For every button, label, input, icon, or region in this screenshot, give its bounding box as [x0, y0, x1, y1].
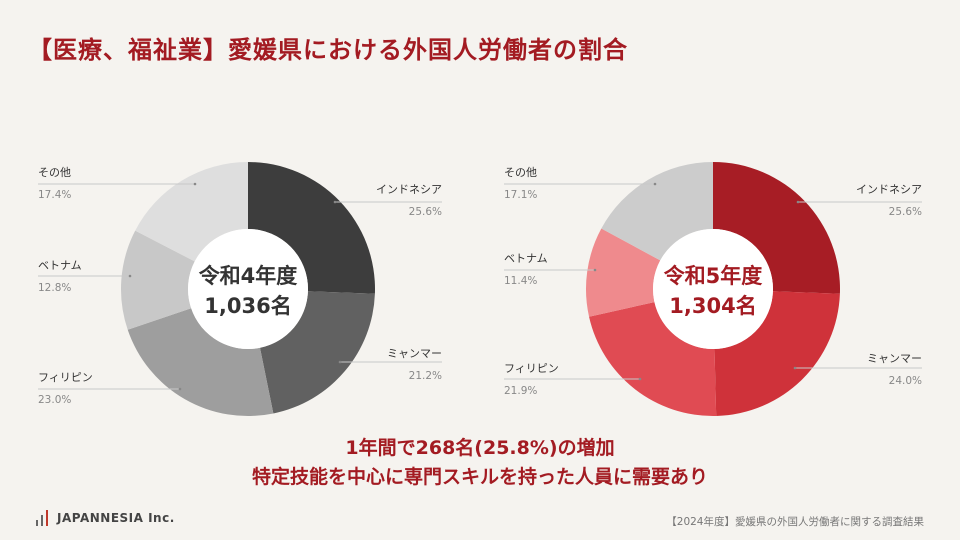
leader-dot-2	[338, 360, 342, 364]
slice-label-3: フィリピン	[38, 371, 93, 384]
slice-value-1: 25.6%	[889, 206, 922, 218]
slice-label-2: ミャンマー	[867, 352, 922, 365]
slice-value-5: 17.1%	[504, 189, 537, 201]
donut-slice-4	[586, 228, 661, 317]
leader-dot-4	[128, 274, 132, 278]
leader-dot-4	[593, 268, 597, 272]
slice-value-5: 17.4%	[38, 189, 71, 201]
logo-bars-icon	[36, 510, 51, 526]
slice-label-1: インドネシア	[856, 183, 922, 196]
donut-slice-4	[121, 230, 195, 330]
logo-text: JAPANNESIA Inc.	[57, 511, 175, 525]
slice-value-2: 21.2%	[409, 370, 442, 382]
slice-label-4: ベトナム	[504, 252, 548, 265]
leader-dot-3	[178, 387, 182, 391]
summary: 1年間で268名(25.8%)の増加 特定技能を中心に専門スキルを持った人員に需…	[0, 434, 960, 492]
donut-slice-2	[714, 291, 840, 416]
source-note: 【2024年度】愛媛県の外国人労働者に関する調査結果	[666, 516, 924, 528]
slice-label-5: その他	[38, 166, 71, 179]
slice-label-3: フィリピン	[504, 362, 559, 375]
center-label-2: 1,304名	[669, 294, 756, 318]
slice-label-5: その他	[504, 166, 537, 179]
summary-line-1: 1年間で268名(25.8%)の増加	[345, 437, 615, 459]
center-label-1: 令和5年度	[664, 264, 763, 288]
donut-chart-r4: インドネシア 25.6% ミャンマー 21.2% フィリピン 23.0% ベトナム 12.8%…	[20, 140, 460, 420]
donut-svg: インドネシア 25.6% ミャンマー 21.2% フィリピン 23.0% ベトナム 12.8%…	[38, 162, 442, 416]
slice-value-4: 11.4%	[504, 275, 537, 287]
donut-chart-r5: インドネシア 25.6% ミャンマー 24.0% フィリピン 21.9% ベトナム 11.4%…	[490, 140, 930, 420]
leader-dot-1	[796, 200, 800, 204]
donut-hole	[188, 229, 308, 349]
center-label-1: 令和4年度	[199, 264, 298, 288]
donut-slice-3	[589, 302, 717, 416]
slice-value-1: 25.6%	[409, 206, 442, 218]
slice-value-2: 24.0%	[889, 375, 922, 387]
slice-label-4: ベトナム	[38, 259, 82, 272]
donut-slice-2	[259, 291, 375, 414]
summary-line-2: 特定技能を中心に専門スキルを持った人員に需要あり	[251, 466, 708, 488]
leader-dot-1	[333, 200, 337, 204]
donut-slice-1	[713, 162, 840, 294]
leader-dot-3	[638, 377, 642, 381]
slice-value-3: 21.9%	[504, 385, 537, 397]
donut-svg: インドネシア 25.6% ミャンマー 24.0% フィリピン 21.9% ベトナム 11.4%…	[504, 162, 922, 416]
donut-slice-1	[248, 162, 375, 294]
leader-dot-2	[793, 366, 797, 370]
slice-value-3: 23.0%	[38, 394, 71, 406]
company-logo: JAPANNESIA Inc.	[36, 510, 175, 526]
slice-label-2: ミャンマー	[387, 347, 442, 360]
leader-dot-5	[193, 182, 197, 186]
page-title: 【医療、福祉業】愛媛県における外国人労働者の割合	[28, 36, 628, 64]
donut-slice-3	[127, 308, 274, 416]
center-label-2: 1,036名	[204, 294, 291, 318]
leader-dot-5	[653, 182, 657, 186]
slice-value-4: 12.8%	[38, 282, 71, 294]
donut-hole	[653, 229, 773, 349]
donut-slice-5	[601, 162, 713, 261]
donut-slice-5	[135, 162, 248, 262]
slice-label-1: インドネシア	[376, 183, 442, 196]
